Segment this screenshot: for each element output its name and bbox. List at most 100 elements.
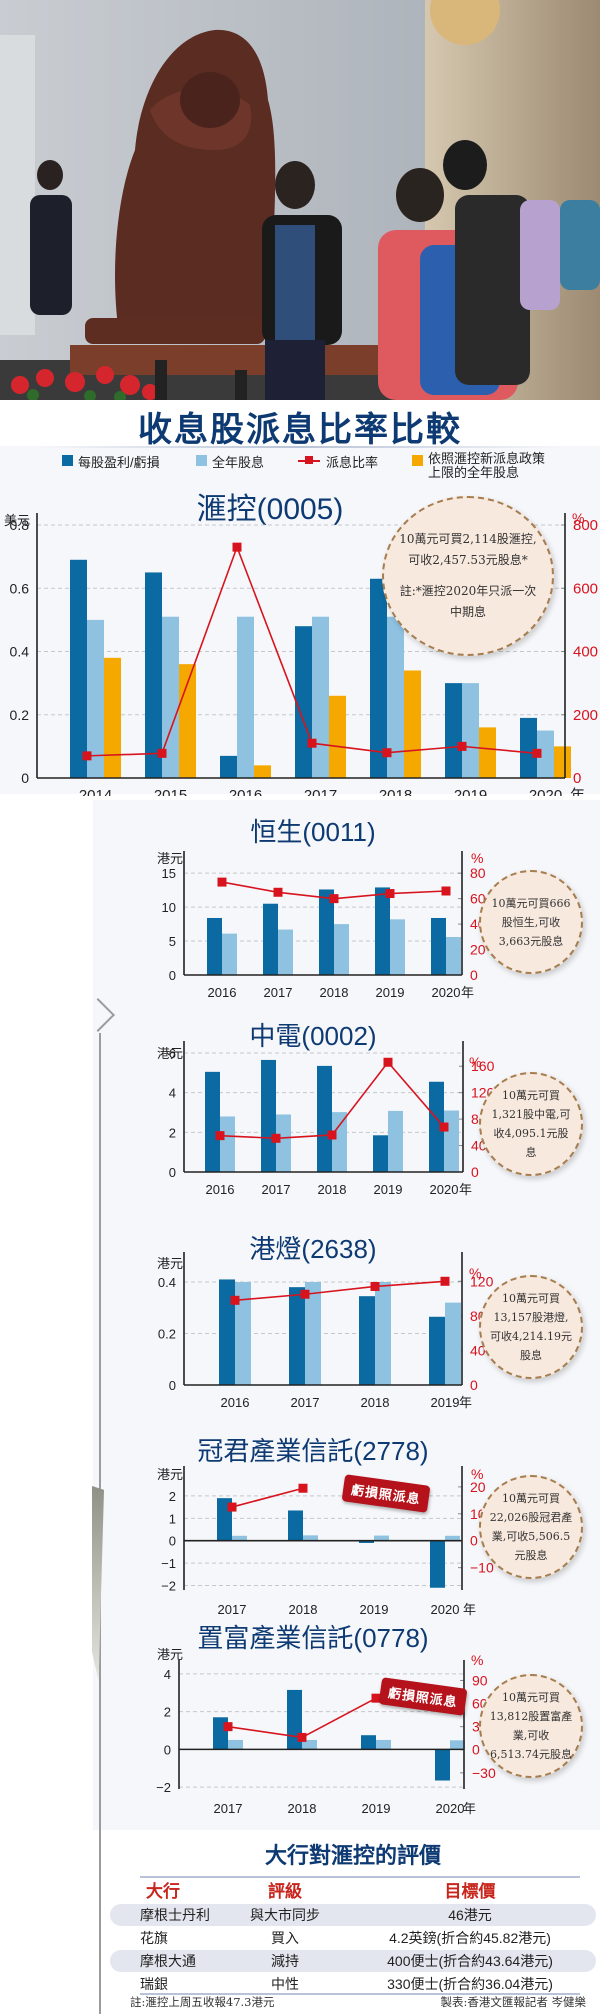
chart-title: 滙控(0005) — [196, 493, 344, 526]
table-row: 摩根大通 減持 400便士(折合約43.64港元) — [110, 1950, 596, 1972]
bar-dividend — [278, 929, 293, 975]
bar-eps — [520, 717, 537, 778]
payout-ratio-point — [82, 751, 92, 761]
y-tick-label: 2 — [169, 1489, 176, 1504]
bar-dividend — [445, 1302, 461, 1385]
bar-dividend — [276, 1114, 291, 1172]
bar-dividend — [462, 683, 479, 778]
y-tick-label: 0.4 — [10, 644, 30, 660]
payout-ratio-point — [157, 748, 167, 758]
payout-ratio-point — [215, 1131, 225, 1141]
x-tick-label: 2018 — [289, 1602, 318, 1617]
y-tick-label: 6 — [169, 1046, 176, 1061]
bar-dividend — [312, 616, 329, 778]
bar-dividend — [444, 1110, 459, 1172]
chart-svg: 02460408012016020162017201820192020年 — [169, 1041, 495, 1197]
cell-rating: 減持 — [271, 1953, 299, 1969]
y2-tick-label: 600 — [573, 580, 598, 597]
bar-dividend — [87, 619, 104, 778]
y-axis-unit-left: 美元 — [4, 513, 31, 528]
y-axis-unit-left: 港元 — [157, 1046, 184, 1061]
bar-eps — [373, 1135, 388, 1172]
y-tick-label: 0 — [169, 968, 176, 983]
bar-eps — [213, 1717, 228, 1750]
y-axis-unit-right: % — [469, 1054, 482, 1070]
y-tick-label: 0.2 — [158, 1327, 176, 1342]
chart-svg: 0 0.2 0.4 0.6 0.8 0 200 400 600 800 2014 2015 2016 20… — [10, 513, 598, 796]
x-tick-label: 2018 — [318, 1182, 347, 1197]
bar-policy-cap — [254, 765, 271, 778]
x-tick-label: 2020 — [529, 787, 562, 796]
x-axis-suffix: 年 — [570, 787, 585, 796]
ratings-table: 大行對滙控的評價 大行 評級 目標價 摩根士丹利 與大市同步 46港元 花旗 買… — [110, 1832, 596, 2014]
bar-eps — [429, 1316, 445, 1385]
x-tick-label: 2016 — [206, 1182, 235, 1197]
payout-ratio-point — [329, 894, 339, 904]
legend-label-eps: 每股盈利/虧損 — [78, 455, 160, 470]
bar-policy-cap — [104, 657, 121, 778]
callout-bubble: 10萬元可買1,321股中電,可收4,095.1元股息 — [479, 1072, 583, 1176]
x-tick-label: 2018 — [288, 1801, 317, 1816]
table-credit: 製表:香港文匯報記者 岑健樂 — [440, 1995, 586, 2009]
bar-dividend — [332, 1112, 347, 1172]
bar-eps — [289, 1287, 305, 1385]
x-tick-label: 2015 — [154, 787, 187, 796]
payout-ratio-point — [273, 887, 283, 897]
payout-ratio-point — [440, 1276, 450, 1286]
y-axis-unit-right: % — [471, 1652, 484, 1668]
x-tick-label: 2017 — [214, 1801, 243, 1816]
y2-tick-label: 0 — [470, 1377, 478, 1393]
callout-bubble: 10萬元可買13,157股港燈,可收4,214.19元股息 — [479, 1275, 583, 1379]
y-tick-label: 10 — [162, 900, 176, 915]
x-tick-label: 2016 — [229, 787, 262, 796]
legend-item-dividend: 全年股息 — [196, 452, 264, 471]
payout-ratio-point — [370, 1281, 380, 1291]
header-target-price: 目標價 — [444, 1882, 496, 1901]
bar-dividend — [374, 1535, 389, 1541]
bar-dividend — [303, 1535, 318, 1541]
x-tick-label: 2017 — [264, 985, 293, 1000]
callout-text: 10萬元可買22,026股冠君產業,可收5,506.5元股息 — [489, 1492, 573, 1562]
bar-dividend — [235, 1282, 251, 1385]
callout-text: 10萬元可買2,114股滙控,可收2,457.53元股息* — [399, 532, 537, 567]
bar-eps — [288, 1510, 303, 1541]
bar-policy-cap — [404, 670, 421, 778]
bar-eps — [70, 559, 87, 778]
y-axis-unit-left: 港元 — [157, 851, 184, 866]
x-tick-label: 2020 — [431, 1602, 460, 1617]
payout-ratio-point — [300, 1289, 310, 1299]
title-divider — [40, 446, 560, 448]
y2-tick-label: 200 — [573, 707, 598, 724]
bar-eps — [445, 683, 462, 778]
bar-eps — [219, 1279, 235, 1385]
x-tick-label: 2018 — [361, 1395, 390, 1410]
legend-marker-payout — [298, 455, 320, 466]
bar-dividend — [237, 616, 254, 778]
y2-tick-label: 0 — [471, 1164, 479, 1180]
payout-ratio-point — [271, 1133, 281, 1143]
payout-ratio-point — [385, 889, 395, 899]
y2-tick-label: 20 — [470, 1479, 486, 1495]
bar-policy-cap — [554, 746, 571, 778]
payout-ratio-point — [223, 1722, 233, 1732]
payout-ratio-point — [441, 886, 451, 896]
x-tick-label: 2019 — [362, 1801, 391, 1816]
x-tick-label: 2017 — [304, 787, 337, 796]
y2-tick-label: 0 — [472, 1742, 480, 1758]
x-tick-label: 2020 — [436, 1801, 465, 1816]
bar-eps — [430, 1540, 445, 1588]
x-axis-suffix: 年 — [459, 1395, 472, 1410]
x-tick-label: 2019 — [374, 1182, 403, 1197]
callout-text: 10萬元可買1,321股中電,可收4,095.1元股息 — [491, 1089, 571, 1159]
y-tick-label: −2 — [156, 1780, 171, 1795]
bar-dividend — [334, 924, 349, 975]
callout-text: 10萬元可買13,812股置富產業,可收6,513.74元股息 — [489, 1691, 573, 1761]
cell-broker: 摩根士丹利 — [140, 1907, 210, 1923]
bar-eps — [263, 903, 278, 975]
chart-champion-reit: 冠君產業信託(2778) 港元% −2 −1 0 1 2 −10 0 10 20 2017 2018 20… — [93, 1428, 600, 1620]
callout-bubble: 10萬元可買2,114股滙控,可收2,457.53元股息* 註:*滙控2020年只… — [382, 496, 554, 656]
legend-item-payout: 派息比率 — [298, 452, 378, 471]
y2-tick-label: 160 — [471, 1058, 495, 1074]
y-tick-label: 0 — [169, 1534, 176, 1549]
